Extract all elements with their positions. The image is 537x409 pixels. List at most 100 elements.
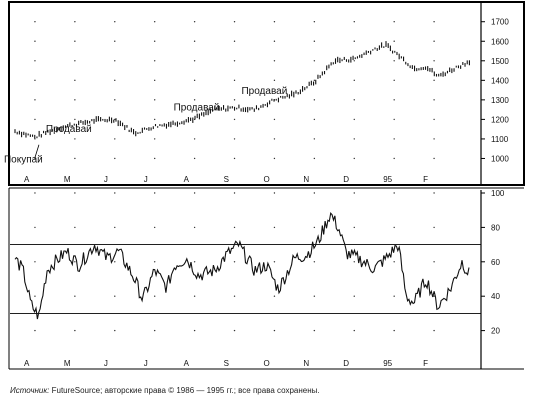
grid-dot [153, 295, 156, 297]
grid-dot [313, 138, 316, 140]
grid-dot [34, 40, 36, 42]
y-tick-label: 80 [491, 223, 500, 232]
grid-dot [433, 295, 435, 297]
grid-dot [233, 192, 236, 194]
grid-dot [153, 329, 156, 332]
caption-text: FutureSource; авторские права © 1986 — 1… [49, 386, 320, 395]
grid-dot [114, 329, 116, 332]
grid-dot [353, 295, 355, 297]
y-tick-label: 100 [491, 189, 505, 198]
grid-dot [433, 226, 435, 229]
grid-dot [433, 157, 435, 160]
grid-dot [74, 138, 76, 140]
grid-dot [153, 138, 156, 140]
grid-dot [433, 138, 435, 140]
grid-dot [313, 329, 316, 332]
grid-dot [34, 329, 36, 332]
grid-dot [313, 60, 316, 62]
osc-grid [34, 192, 435, 332]
osc-x-labels: A M J J A S O N D 95 F [24, 359, 428, 368]
grid-dot [273, 295, 276, 297]
grid-dot [193, 226, 196, 229]
grid-dot [114, 40, 116, 42]
grid-dot [433, 99, 435, 101]
grid-dot [353, 60, 355, 62]
grid-dot [193, 138, 196, 140]
grid-dot [353, 138, 355, 140]
x-tick-label: N [303, 175, 309, 184]
y-tick-label: 1700 [491, 18, 509, 27]
grid-dot [353, 21, 355, 23]
annotation-label: Покупай [4, 154, 43, 165]
x-tick-label: 95 [383, 175, 392, 184]
grid-dot [273, 138, 276, 140]
price-y-ticks: 1700 1600 1500 1400 1300 1200 1100 1000 [481, 18, 509, 163]
grid-dot [74, 295, 76, 297]
y-tick-label: 1500 [491, 57, 509, 66]
grid-dot [433, 40, 435, 42]
osc-reference-lines [10, 244, 481, 314]
grid-dot [34, 295, 36, 297]
grid-dot [273, 79, 276, 82]
x-tick-label: J [104, 359, 108, 368]
grid-dot [74, 79, 76, 82]
osc-line [14, 211, 470, 320]
grid-dot [153, 60, 156, 62]
grid-dot [233, 60, 236, 62]
grid-dot [313, 261, 316, 263]
grid-dot [273, 192, 276, 194]
x-tick-label: 95 [383, 359, 392, 368]
grid-dot [393, 21, 395, 23]
grid-dot [353, 157, 355, 160]
grid-dot [393, 40, 395, 42]
grid-dot [313, 157, 316, 160]
x-tick-label: M [64, 359, 71, 368]
grid-dot [193, 99, 196, 101]
grid-dot [153, 40, 156, 42]
price-annotations: Продавай Продавай Продавай Покупай [4, 86, 287, 165]
grid-dot [34, 261, 36, 263]
grid-dot [393, 192, 395, 194]
grid-dot [353, 79, 355, 82]
y-tick-label: 1400 [491, 76, 509, 85]
grid-dot [313, 192, 316, 194]
grid-dot [393, 118, 395, 121]
caption-source-label: Источник: [10, 386, 50, 395]
x-tick-label: F [423, 359, 428, 368]
annotation-label: Продавай [174, 103, 220, 114]
grid-dot [34, 157, 36, 160]
grid-dot [233, 118, 236, 121]
price-grid [34, 21, 435, 160]
grid-dot [433, 261, 435, 263]
grid-dot [313, 79, 316, 82]
x-tick-label: M [64, 175, 71, 184]
y-tick-label: 60 [491, 258, 500, 267]
grid-dot [114, 99, 116, 101]
grid-dot [114, 21, 116, 23]
grid-dot [193, 295, 196, 297]
grid-dot [193, 192, 196, 194]
grid-dot [233, 226, 236, 229]
x-tick-label: O [263, 359, 269, 368]
grid-dot [433, 192, 435, 194]
price-panel-frame [8, 1, 525, 186]
grid-dot [74, 226, 76, 229]
grid-dot [353, 40, 355, 42]
grid-dot [233, 329, 236, 332]
y-tick-label: 1200 [491, 115, 509, 124]
grid-dot [393, 99, 395, 101]
grid-dot [393, 79, 395, 82]
grid-dot [353, 118, 355, 121]
y-tick-label: 40 [491, 292, 500, 301]
x-tick-label: F [423, 175, 428, 184]
x-tick-label: O [263, 175, 269, 184]
grid-dot [74, 118, 76, 121]
grid-dot [34, 226, 36, 229]
grid-dot [34, 118, 36, 121]
grid-dot [313, 295, 316, 297]
grid-dot [153, 226, 156, 229]
grid-dot [34, 60, 36, 62]
grid-dot [233, 21, 236, 23]
price-bars [14, 41, 470, 139]
